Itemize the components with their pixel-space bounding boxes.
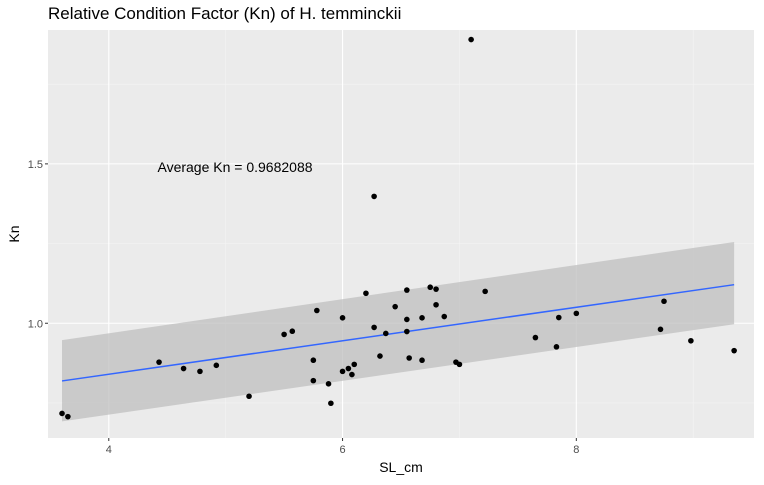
data-point [59,410,65,417]
data-point [404,328,410,335]
data-point [433,286,439,292]
data-point [482,288,488,295]
data-point [468,36,474,43]
confidence-ribbon [62,241,735,422]
data-point [197,368,203,375]
data-point [553,344,560,350]
data-point [339,315,346,321]
data-point [657,326,664,333]
data-point [441,313,448,320]
x-tick-label: 8 [573,444,579,456]
data-point [383,330,389,337]
data-point [377,353,383,359]
data-point [731,347,737,354]
data-point [345,365,352,372]
data-point [371,193,377,200]
data-point [351,361,358,368]
x-axis-ticks: 4 6 8 [106,438,579,456]
data-point [281,331,287,338]
data-point [289,328,296,335]
data-point [246,393,252,400]
data-point [349,371,355,378]
y-axis-title: Kn [6,225,22,242]
data-point [406,355,412,361]
trend-line [61,283,735,382]
data-point [325,381,332,387]
data-points [59,36,737,420]
data-point [156,359,162,365]
data-point [363,290,369,297]
y-tick-label: 1.0 [28,318,43,330]
data-point [310,357,317,364]
data-point [371,324,377,331]
data-point [555,314,562,321]
data-point [65,413,71,420]
average-kn-annotation: Average Kn = 0.9682088 [157,159,312,175]
data-point [427,284,434,291]
chart-title: Relative Condition Factor (Kn) of H. tem… [48,4,402,23]
data-point [433,301,439,308]
data-point [419,315,425,321]
data-point [404,287,410,293]
data-point [314,307,320,314]
data-point [180,365,187,372]
x-tick-label: 4 [106,444,112,456]
y-tick-label: 1.5 [28,159,43,171]
y-axis-ticks: 1.0 1.5 [28,159,48,330]
data-point [339,368,346,375]
data-point [419,357,425,364]
data-point [310,377,317,384]
data-point [573,310,580,317]
data-point [661,298,667,305]
data-point [532,334,539,341]
data-point [213,362,220,369]
data-point [404,316,410,323]
data-point [688,337,694,344]
data-point [328,400,334,407]
data-point [456,361,463,368]
data-point [392,303,398,310]
x-axis-title: SL_cm [379,459,423,475]
x-tick-label: 6 [339,444,345,456]
